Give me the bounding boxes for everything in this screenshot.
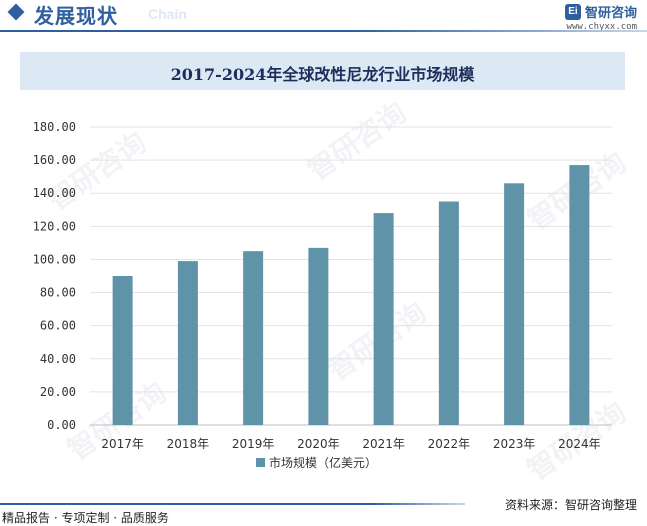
footer-tagline: 精品报告 · 专项定制 · 品质服务	[2, 511, 169, 525]
bar	[177, 261, 198, 425]
footer-divider	[0, 503, 465, 505]
bar	[373, 213, 394, 425]
brand-logo-icon: Ei	[564, 3, 581, 20]
y-tick-label: 160.00	[33, 153, 76, 167]
legend-label: 市场规模（亿美元）	[269, 455, 377, 470]
footer-source: 资料来源：智研咨询整理	[504, 498, 637, 512]
x-tick-label: 2021年	[362, 437, 405, 451]
y-tick-label: 120.00	[33, 219, 76, 233]
y-tick-label: 100.00	[33, 252, 76, 266]
section-subtitle: Chain	[148, 6, 187, 22]
bar	[308, 247, 329, 425]
x-tick-label: 2018年	[167, 437, 210, 451]
chart-title: 2017-2024年全球改性尼龙行业市场规模	[170, 65, 475, 84]
y-tick-label: 60.00	[40, 319, 76, 333]
legend-swatch	[256, 458, 265, 467]
x-tick-label: 2022年	[428, 437, 471, 451]
bar	[504, 183, 525, 425]
x-tick-label: 2023年	[493, 437, 536, 451]
chart-title-bar: 2017-2024年全球改性尼龙行业市场规模	[20, 52, 625, 90]
brand: Ei 智研咨询 www.chyxx.com	[564, 2, 637, 32]
y-tick-label: 180.00	[33, 120, 76, 134]
bar	[112, 276, 133, 425]
x-tick-label: 2017年	[101, 437, 144, 451]
bar	[438, 201, 459, 425]
bar	[243, 251, 264, 425]
y-tick-label: 140.00	[33, 186, 76, 200]
section-header: 发展现状 Chain Ei 智研咨询 www.chyxx.com	[0, 0, 647, 36]
y-tick-label: 0.00	[47, 418, 76, 432]
header-divider	[0, 30, 647, 32]
y-tick-label: 40.00	[40, 352, 76, 366]
bar	[569, 165, 590, 426]
y-tick-label: 80.00	[40, 286, 76, 300]
brand-url: www.chyxx.com	[566, 22, 637, 32]
x-tick-label: 2020年	[297, 437, 340, 451]
x-tick-label: 2019年	[232, 437, 275, 451]
brand-name: 智研咨询	[584, 6, 637, 21]
y-tick-label: 20.00	[40, 385, 76, 399]
section-title: 发展现状	[34, 4, 118, 28]
x-tick-label: 2024年	[558, 437, 601, 451]
